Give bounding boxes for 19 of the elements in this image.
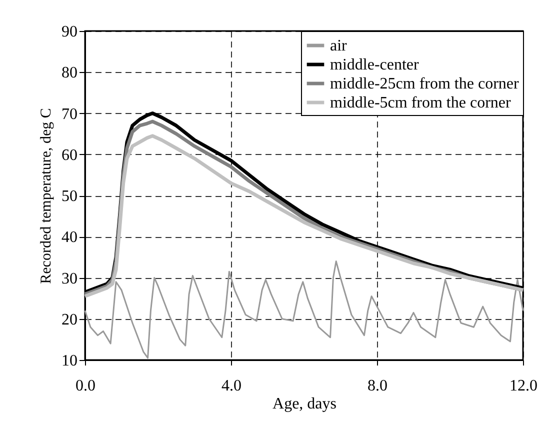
y-tick-label: 90 [62, 24, 78, 40]
y-tick-label: 10 [62, 352, 78, 370]
y-tick-label: 50 [62, 188, 78, 205]
legend-label: middle-25cm from the corner [330, 76, 520, 92]
y-tick-label: 40 [62, 229, 78, 246]
x-tick-label: 8.0 [368, 378, 388, 394]
x-tick-label: 4.0 [222, 378, 242, 394]
legend-label: middle-5cm from the corner [330, 94, 512, 112]
legend-label: middle-center [330, 56, 420, 74]
y-tick-label: 60 [62, 146, 78, 164]
legend-label: air [330, 38, 348, 54]
y-tick-label: 30 [62, 270, 78, 288]
x-tick-label: 0.0 [76, 378, 96, 394]
y-axis-title: Recorded temperature, deg C [38, 108, 54, 284]
y-tick-label: 70 [62, 106, 78, 123]
y-tick-label: 20 [62, 311, 78, 328]
x-tick-label: 12.0 [510, 378, 538, 394]
x-axis-title: Age, days [272, 396, 336, 412]
y-tick-label: 80 [62, 64, 78, 82]
